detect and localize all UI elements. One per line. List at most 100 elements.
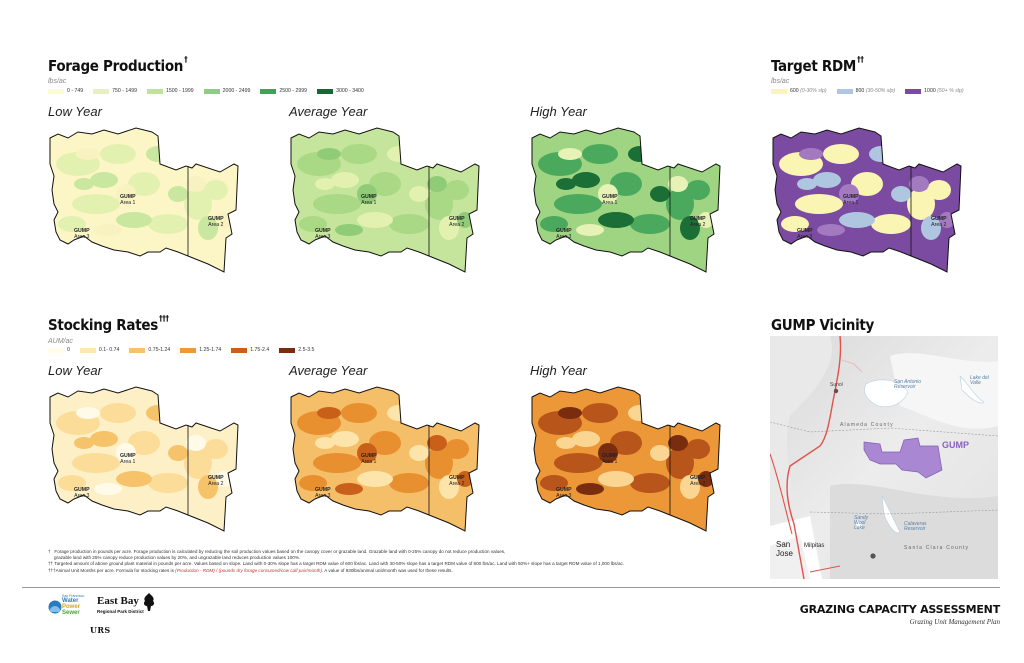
footnotes: † Forage production in pounds per acre. … <box>48 549 748 574</box>
gump-area-2-label: GUMP Area 2 <box>931 216 947 228</box>
legend-label: 0.75-1.24 <box>148 347 171 353</box>
legend-swatch <box>279 347 296 353</box>
stocking-units: AUM/ac <box>48 338 73 345</box>
raster-patch <box>94 483 122 495</box>
legend-label: 3000 - 3400 <box>336 88 364 94</box>
legend-item: 3000 - 3400 <box>317 88 364 94</box>
raster-patch <box>572 431 600 447</box>
raster-patch <box>184 188 212 220</box>
local-road <box>841 359 863 373</box>
legend-swatch <box>48 347 64 353</box>
gump-boundary-map <box>290 127 480 273</box>
raster-patch <box>427 435 447 451</box>
raster-patch <box>686 180 710 200</box>
gump-area-3-label: GUMP Area 3 <box>556 228 572 240</box>
raster-patch <box>576 483 604 495</box>
gump-vicinity-label: GUMP <box>942 440 969 450</box>
raster-patch <box>598 471 634 487</box>
legend-item: 2500 - 2999 <box>260 88 307 94</box>
raster-patch <box>128 431 160 455</box>
legend-label: 750 - 1499 <box>112 88 137 94</box>
sfpuc-line-3: Power <box>62 604 81 610</box>
stocking-high-year-label: High Year <box>530 363 587 378</box>
raster-patch <box>598 443 618 463</box>
legend-label: 0.1- 0.74 <box>98 347 120 353</box>
legend-label: 2.5-3.5 <box>298 347 315 353</box>
raster-patch <box>558 148 582 160</box>
report-title: GRAZING CAPACITY ASSESSMENT <box>799 603 1000 616</box>
raster-patch <box>116 443 136 463</box>
rdm-legend: 600 (0-30% slp) 800 (30-50% slp) 1000 (50+… <box>771 88 974 94</box>
raster-patch <box>74 178 94 190</box>
forage-average-year-map: GUMP Area 1 GUMP Area 2 GUMP Area 3 <box>289 124 481 274</box>
raster-patch <box>598 184 618 204</box>
raster-patch <box>610 172 642 196</box>
highway-237 <box>809 565 841 573</box>
highway-880 <box>770 453 793 535</box>
raster-patch <box>556 178 576 190</box>
raster-patch <box>357 471 393 487</box>
raster-patch <box>389 214 429 234</box>
legend-item: 1000 (50+ % slp) <box>905 88 964 94</box>
raster-patch <box>299 475 327 491</box>
gump-area-3-label: GUMP Area 3 <box>556 487 572 499</box>
gump-vicinity-map: Sunol San Antonio Reservoir Lake del Val… <box>770 336 998 579</box>
footnote-2: Targeted amount of above ground plant ma… <box>54 561 625 567</box>
raster-patch <box>335 224 363 236</box>
san-jose-label: San Jose <box>776 540 793 558</box>
raster-patch <box>168 186 188 202</box>
raster-patch <box>921 216 941 240</box>
raster-patch <box>582 403 618 423</box>
legend-swatch <box>231 347 248 353</box>
raster-patch <box>198 216 218 240</box>
legend-item: 0.75-1.24 <box>129 347 170 353</box>
raster-patch <box>556 437 576 449</box>
raster-patch <box>650 186 670 202</box>
ebrpd-line-2: Regional Park District <box>97 609 144 614</box>
raster-patch <box>907 188 935 220</box>
raster-patch <box>576 224 604 236</box>
legend-swatch <box>260 88 277 94</box>
raster-patch <box>425 447 453 479</box>
raster-patch <box>116 212 152 228</box>
raster-patch <box>439 475 459 499</box>
sandy-wool-label: Sandy Wool Lake <box>854 515 869 531</box>
ebrpd-logo: East Bay Regional Park District <box>97 593 159 619</box>
sfpuc-emblem-icon <box>48 600 62 614</box>
target-rdm-title: Target RDM†† <box>771 55 864 75</box>
raster-patch <box>598 212 634 228</box>
sunol-marker <box>833 388 839 394</box>
raster-patch <box>668 435 688 451</box>
raster-patch <box>357 212 393 228</box>
forage-average-year-label: Average Year <box>289 104 368 119</box>
raster-patch <box>76 148 100 160</box>
raster-patch <box>630 473 670 493</box>
ebrpd-line-1: East Bay <box>97 595 139 607</box>
raster-patch <box>851 172 883 196</box>
legend-item: 600 (0-30% slp) <box>771 88 827 94</box>
legend-item: 750 - 1499 <box>93 88 137 94</box>
raster-patch <box>331 172 359 188</box>
sfpuc-line-4: Sewer <box>62 610 80 616</box>
raster-patch <box>198 475 218 499</box>
raster-patch <box>90 172 118 188</box>
stocking-rates-title: Stocking Rates††† <box>48 314 169 334</box>
gump-area-1-label: GUMP Area 1 <box>602 194 618 206</box>
legend-swatch <box>836 88 853 94</box>
raster-patch <box>686 439 710 459</box>
sfpuc-line-1: San Francisco <box>62 594 85 598</box>
raster-patch <box>630 214 670 234</box>
raster-patch <box>823 144 859 164</box>
forage-low-year-label: Low Year <box>48 104 102 119</box>
oak-leaf-icon <box>143 593 155 611</box>
raster-patch <box>74 437 94 449</box>
raster-patch <box>668 176 688 192</box>
gump-boundary-map <box>290 386 480 532</box>
legend-label: 1.75-2.4 <box>250 347 270 353</box>
gump-area-1-label: GUMP Area 1 <box>120 453 136 465</box>
alameda-county-label: Alameda County <box>840 422 894 428</box>
raster-patch <box>186 435 206 451</box>
legend-swatch <box>48 88 64 94</box>
gump-area-3-label: GUMP Area 3 <box>74 487 90 499</box>
gump-area-2-label: GUMP Area 2 <box>208 475 224 487</box>
